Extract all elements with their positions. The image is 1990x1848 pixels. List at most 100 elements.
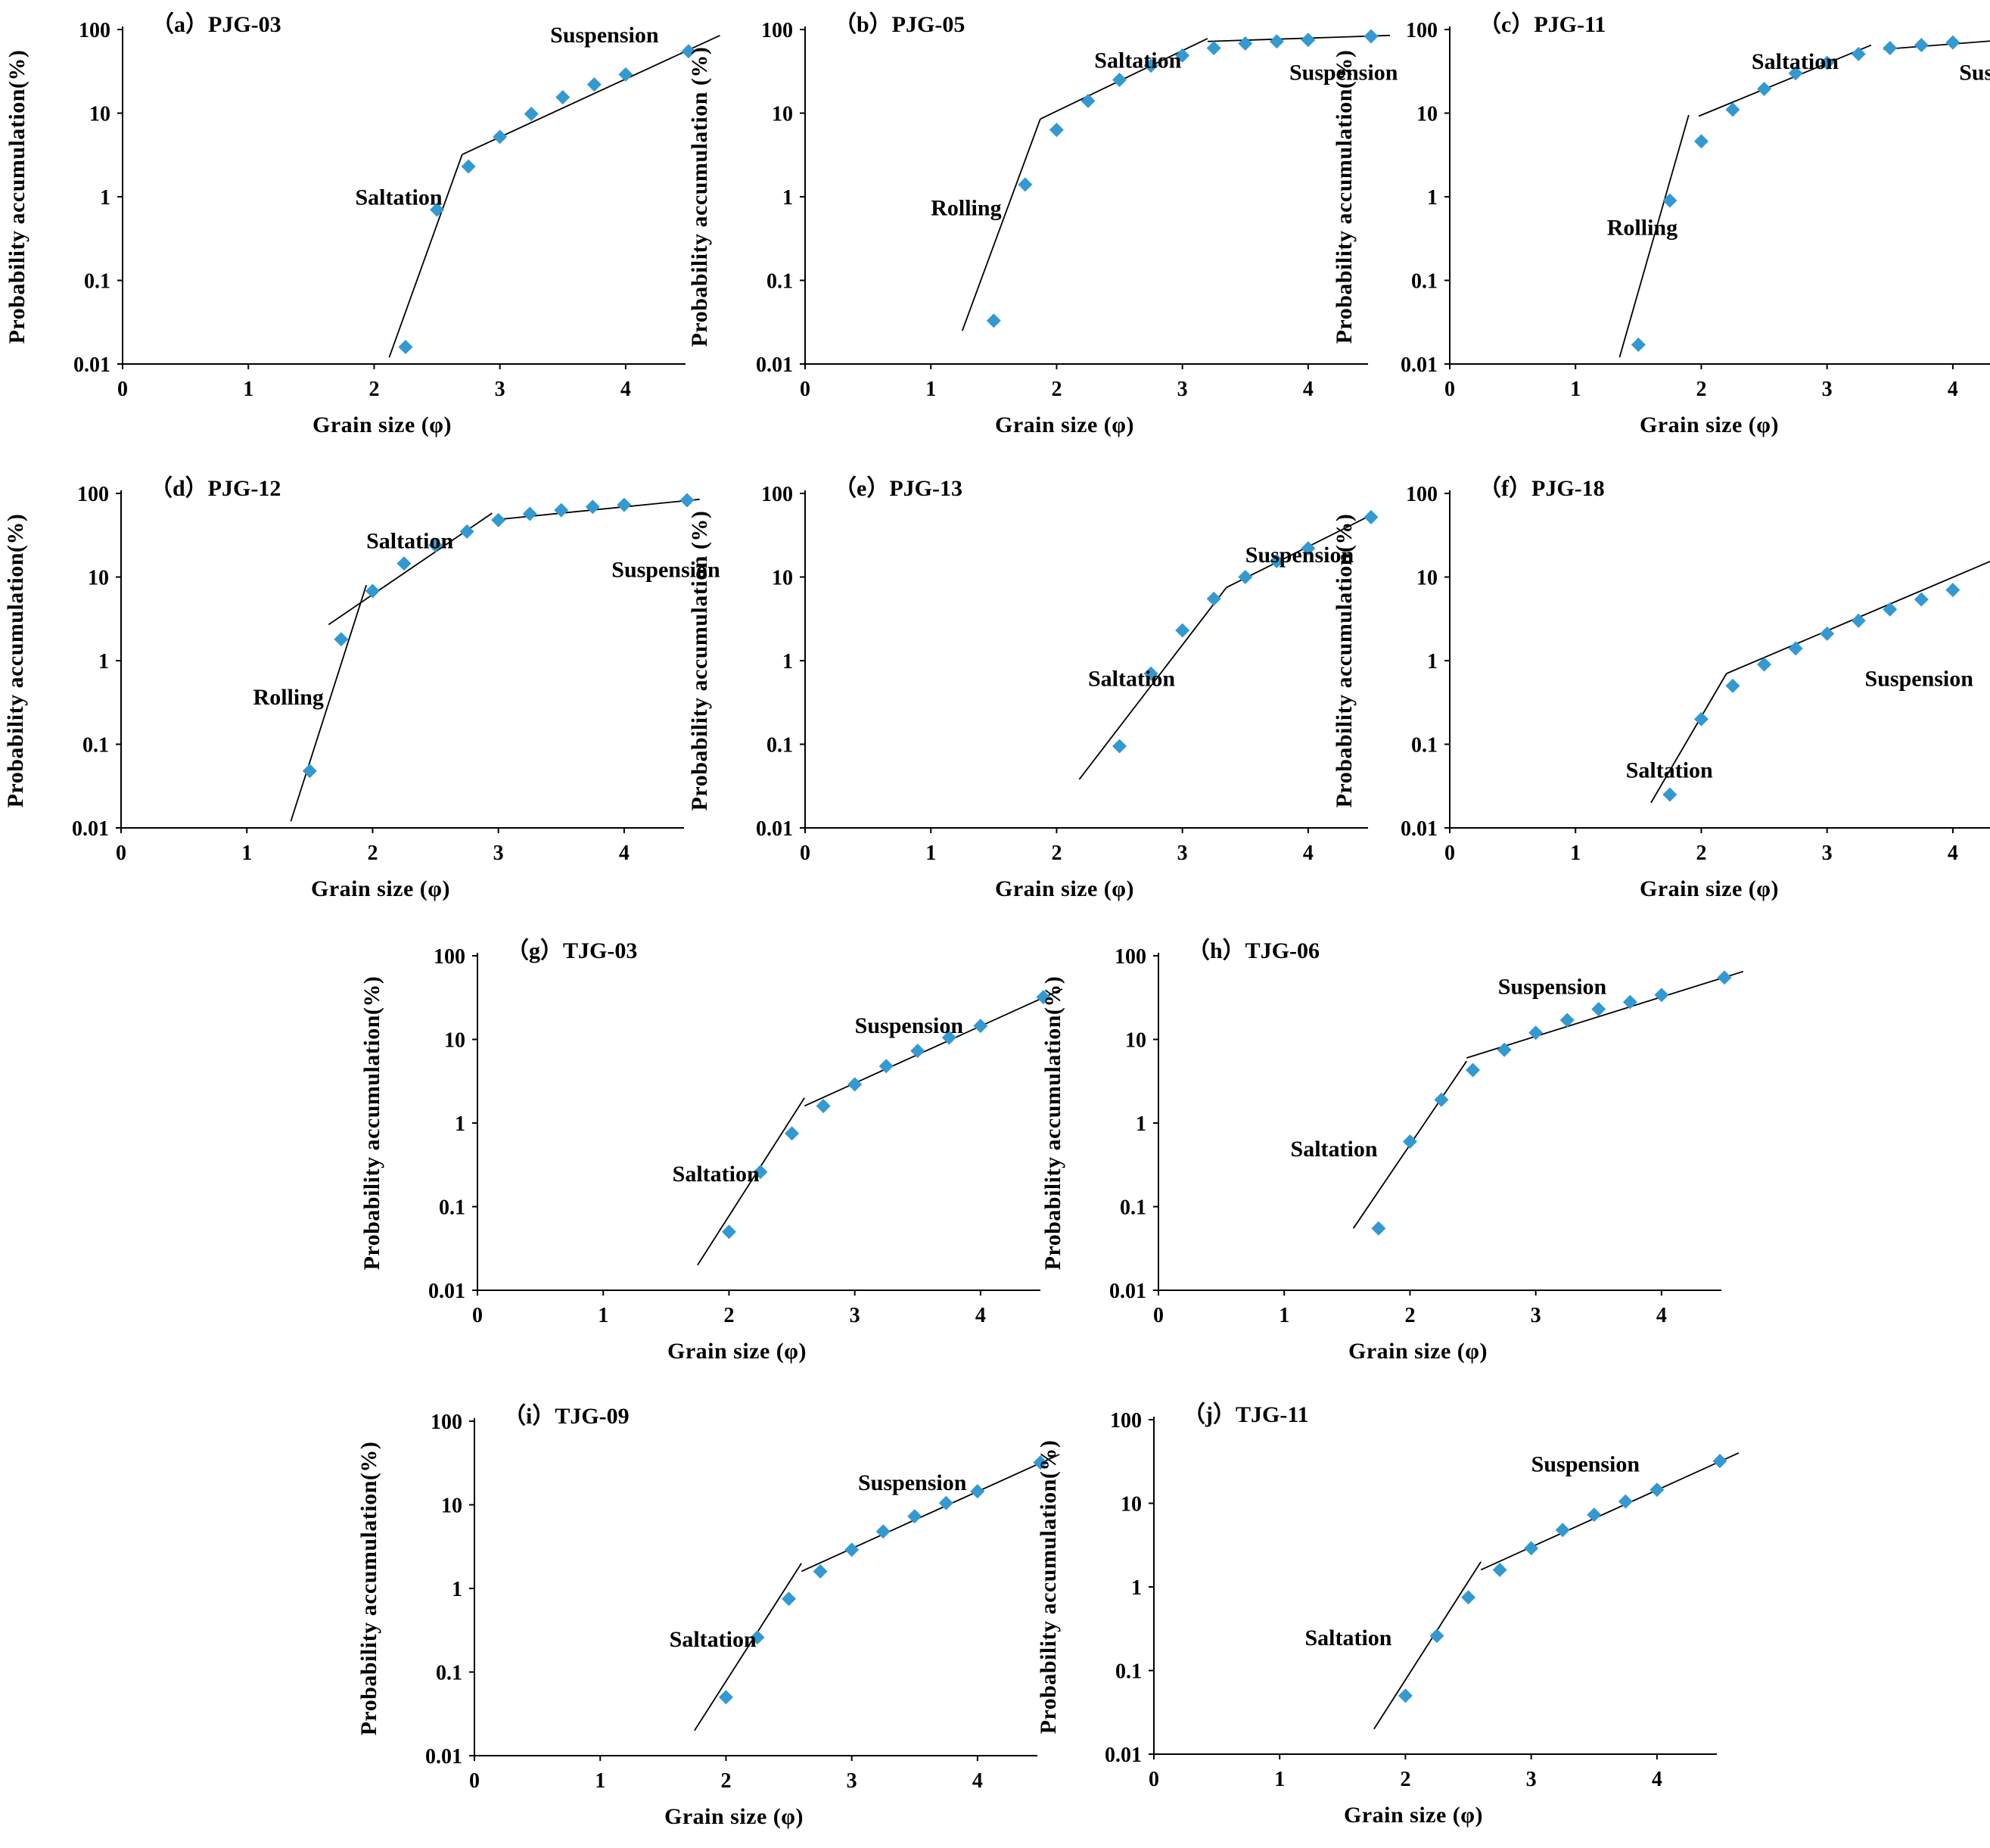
chart-h-data-point bbox=[1622, 994, 1637, 1010]
chart-b-data-point bbox=[1238, 36, 1253, 51]
chart-i-annotation: Saltation bbox=[670, 1627, 757, 1652]
chart-i-data-point bbox=[750, 1630, 765, 1645]
chart-f-x-axis-label: Grain size (φ) bbox=[1640, 876, 1779, 901]
chart-a-data-point bbox=[555, 89, 571, 104]
chart-h-title: （h）TJG-06 bbox=[1187, 938, 1320, 963]
chart-c-x-tick-label: 3 bbox=[1822, 378, 1833, 401]
chart-f-y-tick-label: 1 bbox=[1427, 650, 1438, 674]
chart-j-x-tick-label: 0 bbox=[1149, 1768, 1159, 1791]
chart-e-data-point bbox=[1206, 591, 1221, 606]
chart-c-data-point bbox=[1757, 81, 1772, 96]
chart-i-y-tick-label: 0.01 bbox=[425, 1745, 462, 1769]
chart-g-data-point bbox=[1036, 990, 1051, 1005]
chart-g-data-point bbox=[910, 1044, 925, 1059]
chart-b-y-tick-label: 1 bbox=[782, 186, 793, 210]
chart-i-x-tick-label: 3 bbox=[847, 1769, 857, 1793]
chart-f-annotation: Saltation bbox=[1626, 758, 1713, 782]
chart-g-data-point bbox=[847, 1077, 863, 1092]
chart-b-fit-line bbox=[961, 118, 1041, 331]
chart-h-data-point bbox=[1528, 1025, 1544, 1041]
chart-b-x-tick-label: 3 bbox=[1177, 378, 1188, 401]
chart-a-y-tick-label: 100 bbox=[79, 19, 110, 42]
chart-g-x-axis-label: Grain size (φ) bbox=[667, 1339, 807, 1364]
chart-c-title: （c）PJG-11 bbox=[1479, 11, 1606, 37]
chart-d-data-point bbox=[428, 537, 443, 552]
chart-e-fit-line bbox=[1078, 586, 1227, 780]
chart-c-x-tick-label: 0 bbox=[1444, 378, 1455, 401]
chart-a-x-tick-label: 1 bbox=[243, 378, 253, 401]
chart-b-data-point bbox=[1018, 177, 1033, 192]
chart-b-data-point bbox=[1049, 123, 1064, 138]
chart-d-data-point bbox=[679, 493, 695, 508]
chart-d-y-axis-label: Probability accumulation(%) bbox=[3, 514, 28, 808]
chart-g-data-point bbox=[785, 1126, 800, 1141]
chart-a-y-tick-label: 0.1 bbox=[84, 270, 110, 294]
chart-i-data-point bbox=[718, 1690, 733, 1705]
chart-f-annotation: Suspension bbox=[1865, 666, 1974, 691]
chart-a-data-point bbox=[524, 106, 539, 121]
chart-j-y-axis-label: Probability accumulation(%) bbox=[1036, 1440, 1061, 1734]
chart-e-x-tick-label: 3 bbox=[1177, 842, 1188, 865]
chart-c-y-tick-label: 100 bbox=[1406, 19, 1438, 42]
chart-j-y-tick-label: 100 bbox=[1110, 1409, 1142, 1433]
chart-j-title: （j）TJG-11 bbox=[1183, 1402, 1309, 1427]
chart-d-data-point bbox=[617, 497, 632, 512]
chart-i-x-tick-label: 4 bbox=[972, 1769, 983, 1793]
chart-a-y-axis-label: Probability accumulation(%) bbox=[5, 50, 30, 344]
chart-j: 0 1 2 3 4 0.01 0.1 1 10 100 Grain size (φ) Probabil… bbox=[1036, 1402, 1740, 1828]
chart-f-data-point bbox=[1851, 613, 1866, 628]
chart-c-x-axis-label: Grain size (φ) bbox=[1640, 412, 1779, 437]
chart-d-data-point bbox=[522, 506, 537, 521]
chart-h-y-tick-label: 10 bbox=[1125, 1029, 1146, 1053]
chart-b-y-tick-label: 100 bbox=[761, 19, 793, 42]
chart-j-y-tick-label: 0.01 bbox=[1105, 1744, 1142, 1767]
chart-a-data-point bbox=[586, 77, 602, 92]
chart-c-annotation: Saltation bbox=[1752, 49, 1839, 74]
chart-a-fit-line bbox=[388, 154, 463, 358]
chart-d-data-point bbox=[459, 524, 474, 539]
chart-h-annotation: Suspension bbox=[1498, 974, 1607, 999]
chart-g-data-point bbox=[721, 1224, 736, 1240]
chart-c-fit-line bbox=[1883, 40, 1990, 51]
chart-d-data-point bbox=[334, 632, 349, 647]
chart-h-x-tick-label: 2 bbox=[1404, 1304, 1415, 1327]
chart-i-fit-line bbox=[694, 1563, 802, 1731]
chart-h-y-tick-label: 0.1 bbox=[1120, 1196, 1146, 1220]
chart-e-data-point bbox=[1238, 570, 1253, 584]
chart-a-y-tick-label: 1 bbox=[100, 186, 110, 210]
chart-i-x-tick-label: 2 bbox=[720, 1769, 731, 1793]
chart-f-fit-line bbox=[1726, 560, 1990, 674]
chart-d-x-tick-label: 4 bbox=[619, 842, 630, 865]
chart-j-data-point bbox=[1398, 1688, 1413, 1703]
chart-i-data-point bbox=[844, 1542, 860, 1557]
chart-d-y-tick-label: 1 bbox=[98, 650, 109, 674]
chart-e-y-axis-label: Probability accumulation (%) bbox=[687, 511, 712, 811]
chart-b-x-tick-label: 4 bbox=[1303, 378, 1314, 401]
chart-g-data-point bbox=[753, 1165, 768, 1180]
chart-h-y-tick-label: 100 bbox=[1115, 945, 1146, 969]
chart-e-title: （e）PJG-13 bbox=[834, 475, 962, 501]
chart-c: 0 1 2 3 4 0.01 0.1 1 10 100 Grain size (φ) Probabil… bbox=[1332, 11, 1990, 437]
chart-b-data-point bbox=[986, 313, 1001, 328]
chart-b-y-tick-label: 10 bbox=[772, 103, 793, 126]
chart-f: 0 1 2 3 4 0.01 0.1 1 10 100 Grain size (φ) Probabil… bbox=[1332, 475, 1990, 901]
chart-a-data-point bbox=[398, 339, 413, 354]
chart-d-y-tick-label: 10 bbox=[88, 567, 109, 590]
chart-j-annotation: Suspension bbox=[1531, 1451, 1640, 1476]
chart-i-y-tick-label: 10 bbox=[441, 1495, 462, 1518]
chart-e-y-tick-label: 0.1 bbox=[766, 734, 793, 758]
chart-h-data-point bbox=[1402, 1134, 1417, 1150]
chart-f-data-point bbox=[1883, 602, 1898, 617]
chart-d: 0 1 2 3 4 0.01 0.1 1 10 100 Grain size (φ) Probabil… bbox=[3, 475, 720, 901]
chart-i-data-point bbox=[907, 1509, 922, 1524]
chart-c-x-tick-label: 4 bbox=[1948, 378, 1958, 401]
chart-h-x-tick-label: 1 bbox=[1279, 1304, 1289, 1327]
chart-b-data-point bbox=[1301, 33, 1316, 48]
chart-b-y-tick-label: 0.1 bbox=[766, 270, 793, 294]
chart-d-data-point bbox=[491, 512, 506, 527]
chart-j-data-point bbox=[1618, 1494, 1633, 1509]
chart-f-x-tick-label: 2 bbox=[1696, 842, 1706, 865]
chart-e-data-point bbox=[1175, 623, 1190, 638]
chart-d-title: （d）PJG-12 bbox=[150, 475, 281, 501]
chart-d-annotation: Rolling bbox=[253, 685, 324, 710]
